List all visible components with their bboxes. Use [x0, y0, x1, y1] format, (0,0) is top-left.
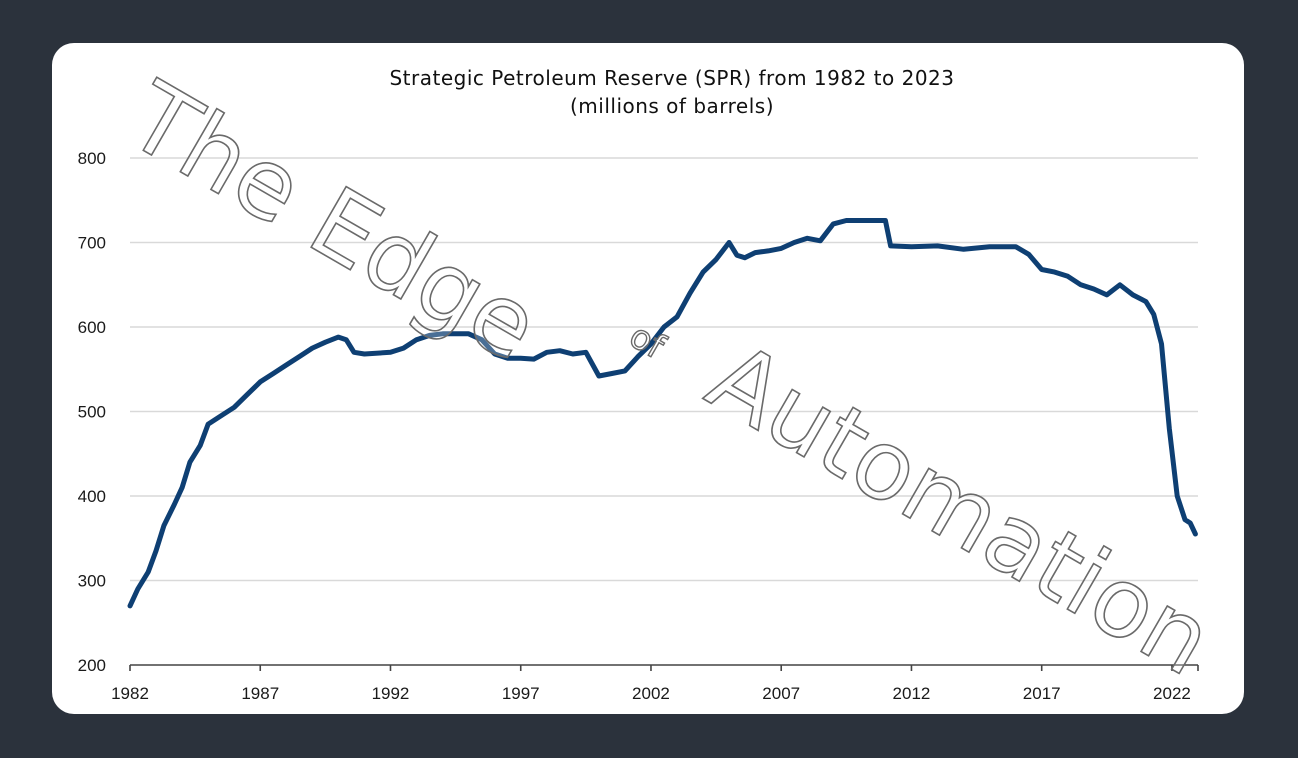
y-tick-label: 400 — [78, 487, 106, 506]
chart-svg: Strategic Petroleum Reserve (SPR) from 1… — [78, 60, 1232, 703]
x-tick-label: 1992 — [372, 684, 410, 703]
y-tick-label: 500 — [78, 403, 106, 422]
y-tick-label: 700 — [78, 234, 106, 253]
x-tick-label: 2002 — [632, 684, 670, 703]
chart-subtitle: (millions of barrels) — [570, 94, 774, 118]
y-tick-label: 200 — [78, 656, 106, 675]
x-tick-label: 1997 — [502, 684, 540, 703]
series-layer — [127, 218, 1198, 609]
chart-card: Strategic Petroleum Reserve (SPR) from 1… — [52, 43, 1244, 714]
axis-layer: 200 300 400 500 600 700 800 1982 1987 1992 1997 200… — [78, 149, 1199, 703]
y-tick-label: 600 — [78, 318, 106, 337]
x-tick-label: 2017 — [1023, 684, 1061, 703]
chart-title: Strategic Petroleum Reserve (SPR) from 1… — [389, 66, 954, 90]
x-tick-label: 2007 — [762, 684, 800, 703]
x-tick-label: 1982 — [111, 684, 149, 703]
x-tick-label: 1987 — [241, 684, 279, 703]
x-tick-label: 2012 — [893, 684, 931, 703]
watermark-text-automation: Automation — [691, 321, 1231, 698]
watermark: The Edge of Automation — [109, 60, 1232, 699]
watermark-text-edge: The Edge — [110, 60, 557, 383]
y-tick-label: 800 — [78, 149, 106, 168]
grid-layer — [130, 157, 1198, 582]
series-line-spr — [127, 218, 1198, 609]
x-tick-label: 2022 — [1153, 684, 1191, 703]
y-tick-label: 300 — [78, 572, 106, 591]
